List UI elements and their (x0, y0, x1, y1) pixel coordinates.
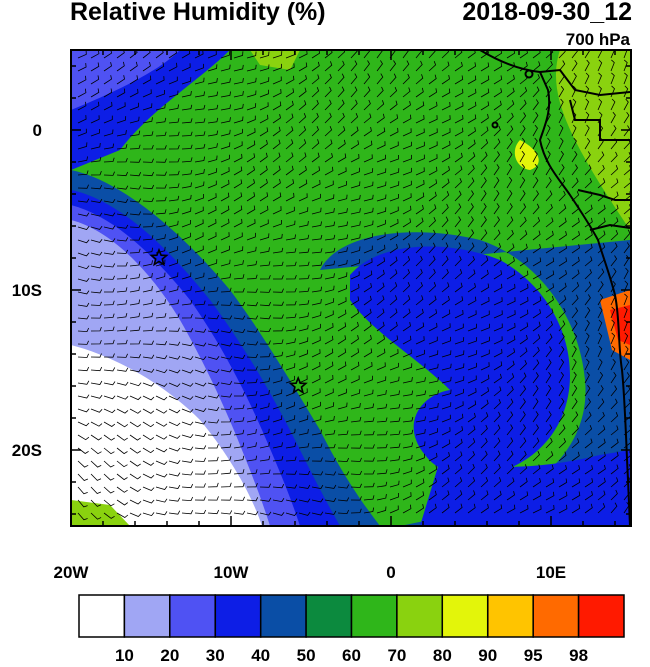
x-tick-0: 0 (386, 563, 395, 582)
colorbar-swatch (169, 594, 216, 638)
colorbar-label: 60 (342, 646, 361, 665)
x-tick-20w: 20W (54, 563, 90, 582)
colorbar-label: 10 (114, 646, 134, 665)
colorbar-label: 80 (432, 646, 452, 665)
colorbar-swatch (350, 594, 398, 638)
x-tick-10w: 10W (214, 563, 250, 582)
marker-layer (149, 247, 308, 395)
colorbar-label: 20 (160, 646, 180, 665)
colorbar-swatch (577, 594, 625, 638)
colorbar-swatch (123, 594, 171, 638)
colorbar-swatch (396, 594, 444, 638)
colorbar (78, 594, 625, 638)
y-tick-10s: 10S (12, 281, 42, 300)
pressure-level: 700 hPa (565, 30, 630, 49)
colorbar-label: 30 (205, 646, 225, 665)
x-tick-10e: 10E (536, 563, 566, 582)
coastline (479, 50, 631, 526)
y-tick-0: 0 (33, 121, 42, 140)
valid-time: 2018-09-30_12 (462, 0, 632, 26)
y-tick-20s: 20S (12, 441, 42, 460)
map-title: Relative Humidity (%) (70, 0, 326, 26)
colorbar-label: 90 (478, 646, 498, 665)
star-marker-1 (149, 247, 169, 267)
colorbar-label: 50 (296, 646, 316, 665)
colorbar-swatch (487, 594, 534, 638)
colorbar-swatch (214, 594, 262, 638)
colorbar-swatch (78, 594, 126, 638)
colorbar-label: 40 (251, 646, 271, 665)
colorbar-swatch (441, 594, 489, 638)
colorbar-swatch (305, 594, 353, 638)
colorbar-swatch (259, 594, 307, 638)
colorbar-swatch (532, 594, 580, 638)
star-marker-2 (288, 375, 308, 395)
colorbar-label: 98 (569, 646, 589, 665)
colorbar-label: 95 (523, 646, 543, 665)
colorbar-label: 70 (387, 646, 407, 665)
